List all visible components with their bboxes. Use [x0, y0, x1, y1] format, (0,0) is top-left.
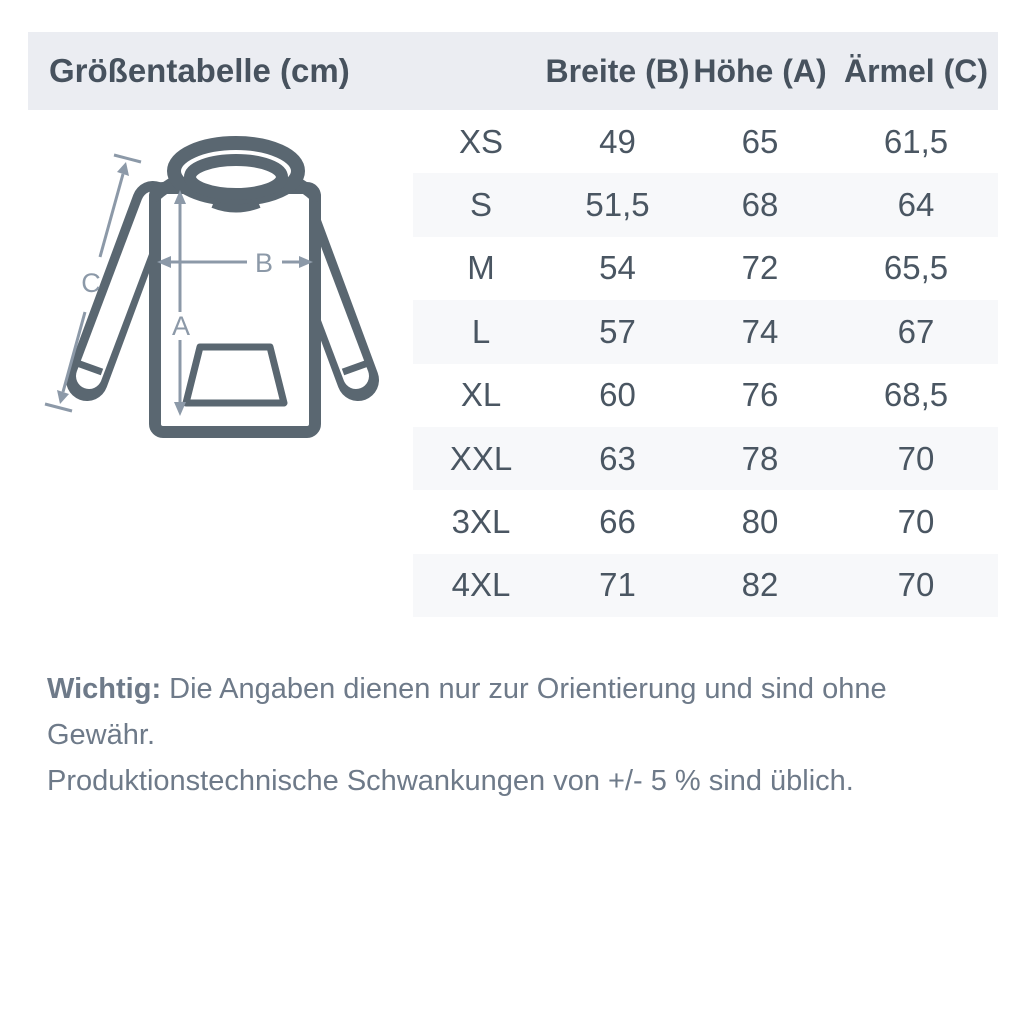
hoodie-pocket: [182, 343, 288, 407]
aermel-cell: 61,5: [883, 122, 949, 160]
table-row: L 57 74 67: [413, 300, 998, 364]
hoehe-cell: 74: [741, 312, 779, 350]
aermel-cell: 70: [897, 503, 935, 541]
hoehe-cell: 80: [741, 503, 779, 541]
size-chart-header: Größentabelle (cm) Breite (B) Höhe (A) Ä…: [28, 32, 998, 110]
label-a: A: [172, 311, 190, 341]
size-cell: M: [467, 249, 495, 287]
hoodie-hood: [167, 136, 305, 213]
table-row: M 54 72 65,5: [413, 237, 998, 300]
hoehe-cell: 65: [741, 122, 779, 160]
aermel-cell: 70: [897, 439, 935, 477]
hoehe-cell: 78: [741, 439, 779, 477]
size-cell: L: [471, 312, 491, 350]
hoehe-cell: 76: [741, 376, 779, 414]
arrowheads: [57, 162, 313, 416]
column-headers: Breite (B) Höhe (A) Ärmel (C): [413, 32, 998, 110]
sleeve-arrow-c: [44, 153, 142, 413]
breite-cell: 51,5: [585, 186, 650, 224]
chart-title: Größentabelle (cm): [49, 52, 350, 89]
size-cell: S: [469, 186, 492, 224]
breite-cell: 54: [599, 249, 636, 287]
column-header-empty: [413, 32, 549, 110]
aermel-cell: 64: [897, 186, 935, 224]
size-table: XS 49 65 61,5 S 51,5 68 64 M 54 72 65,5 …: [413, 110, 998, 618]
table-row: XL 60 76 68,5: [413, 364, 998, 427]
table-row: 4XL 71 82 70: [413, 553, 998, 618]
aermel-cell: 67: [897, 312, 935, 350]
hoodie-illustration: A B C: [44, 136, 379, 438]
hoehe-cell: 68: [741, 186, 779, 224]
hoehe-cell: 82: [741, 566, 779, 604]
breite-cell: 66: [599, 503, 636, 541]
breite-cell: 49: [599, 122, 636, 160]
aermel-cell: 70: [897, 566, 935, 604]
disclaimer-bold-label: Wichtig:: [47, 673, 162, 705]
breite-cell: 57: [599, 312, 636, 350]
column-header-aermel: Ärmel (C): [843, 52, 988, 89]
disclaimer-line-2: Produktionstechnische Schwankungen von +…: [47, 765, 854, 797]
breite-cell: 71: [599, 566, 636, 604]
disclaimer-line-1-text: Die Angaben dienen nur zur Orientierung …: [47, 673, 887, 751]
breite-cell: 60: [599, 376, 636, 414]
hoehe-cell: 72: [741, 249, 779, 287]
table-row: 3XL 66 80 70: [413, 490, 998, 553]
aermel-cell: 68,5: [883, 376, 949, 414]
size-cell: 4XL: [451, 566, 511, 604]
size-cell: XS: [458, 122, 504, 160]
label-b: B: [255, 248, 273, 278]
table-row: S 51,5 68 64: [413, 173, 998, 237]
column-header-hoehe: Höhe (A): [693, 52, 827, 89]
label-c: C: [81, 268, 101, 298]
table-row: XS 49 65 61,5: [413, 110, 998, 173]
breite-cell: 63: [599, 439, 636, 477]
table-row: XXL 63 78 70: [413, 426, 998, 491]
size-cell: XXL: [449, 439, 513, 477]
disclaimer-line-1: Wichtig: Die Angaben dienen nur zur Orie…: [47, 666, 997, 758]
column-header-breite: Breite (B): [545, 52, 690, 89]
size-cell: XL: [460, 376, 502, 414]
disclaimer-note: Wichtig: Die Angaben dienen nur zur Orie…: [47, 666, 997, 804]
size-cell: 3XL: [451, 503, 511, 541]
aermel-cell: 65,5: [883, 249, 949, 287]
